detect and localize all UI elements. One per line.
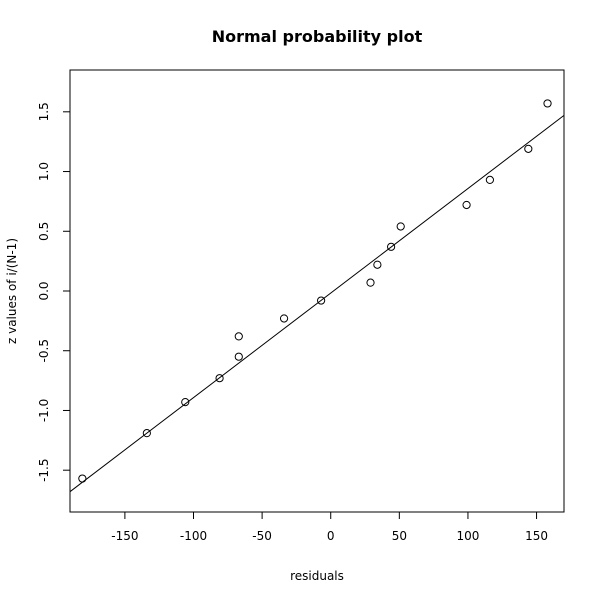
data-point <box>396 222 405 231</box>
data-point <box>142 429 151 438</box>
y-tick-label: 0.0 <box>37 281 51 300</box>
chart-title: Normal probability plot <box>212 27 423 46</box>
fit-line <box>69 114 565 493</box>
data-point <box>462 200 471 210</box>
data-point <box>485 175 494 185</box>
x-tick-label: -100 <box>180 529 207 543</box>
plot-frame <box>69 69 565 513</box>
y-tick-label: 0.5 <box>37 222 51 241</box>
y-tick-label: -1.5 <box>37 458 51 481</box>
data-points <box>78 99 552 483</box>
x-axis: -150 -100 -50 0 50 100 150 <box>111 512 548 543</box>
x-tick-label: -50 <box>252 529 272 543</box>
data-point <box>317 296 326 305</box>
x-axis-label: residuals <box>290 569 344 583</box>
data-point <box>387 242 396 251</box>
y-axis: -1.5 -1.0 -0.5 0.0 0.5 1.0 1.5 <box>37 102 70 482</box>
y-tick-label: -0.5 <box>37 339 51 362</box>
x-tick-label: 50 <box>392 529 407 543</box>
data-point <box>78 474 87 483</box>
x-tick-label: 0 <box>327 529 335 543</box>
y-tick-label: 1.5 <box>37 102 51 121</box>
data-point <box>366 278 375 287</box>
data-point <box>234 332 243 341</box>
data-point <box>234 352 243 361</box>
data-point <box>181 397 190 407</box>
data-point <box>524 144 533 153</box>
data-point <box>373 260 382 269</box>
x-tick-label: 100 <box>456 529 479 543</box>
y-tick-label: 1.0 <box>37 162 51 181</box>
data-point <box>279 314 289 323</box>
y-axis-label: z values of i/(N-1) <box>5 238 19 344</box>
x-tick-label: 150 <box>525 529 548 543</box>
y-tick-label: -1.0 <box>37 399 51 422</box>
x-tick-label: -150 <box>111 529 138 543</box>
data-point <box>543 99 552 108</box>
data-point <box>215 374 224 383</box>
